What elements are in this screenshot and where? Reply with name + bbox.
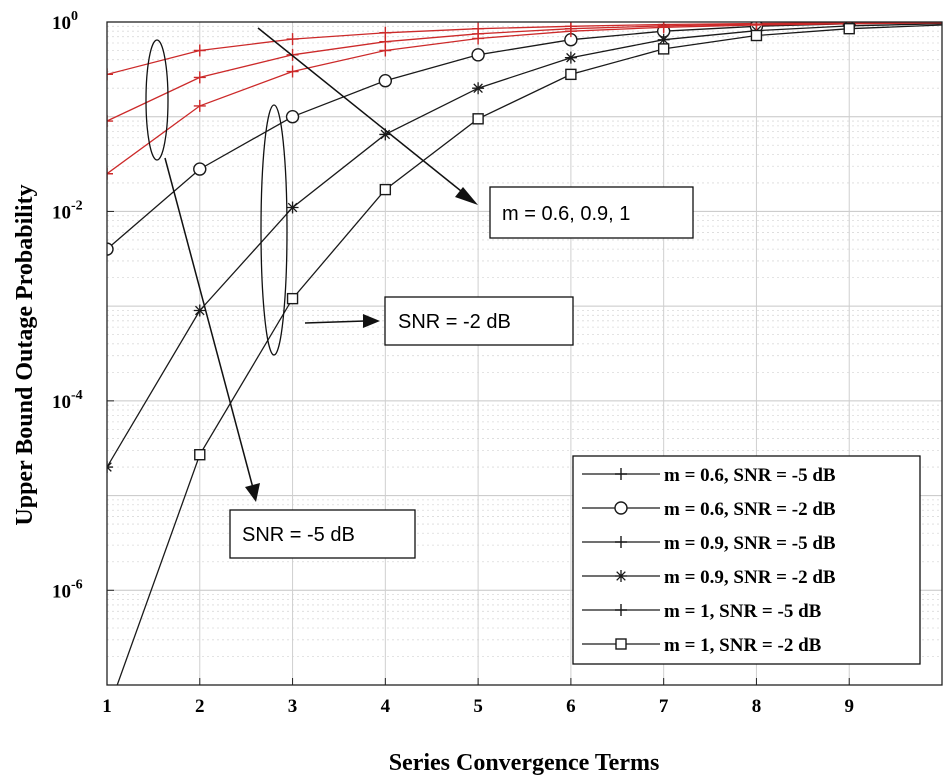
data-point: [107, 242, 114, 256]
x-tick-label: 3: [288, 696, 298, 717]
x-tick-label: 4: [381, 696, 391, 717]
legend-marker: [615, 468, 627, 480]
data-point: [750, 22, 763, 31]
data-point: [564, 51, 577, 64]
data-point: [379, 128, 392, 141]
legend-marker: [615, 638, 627, 650]
legend-label: m = 0.9, SNR = -5 dB: [664, 533, 836, 554]
data-point: [193, 162, 207, 176]
annotation-arrow-snr-2: [304, 314, 380, 328]
legend-marker: [615, 570, 627, 582]
series-line: [107, 22, 942, 175]
legend-marker: [614, 501, 628, 515]
data-point: [286, 292, 299, 305]
legend-marker: [615, 604, 627, 616]
annotation-box-snr-5: SNR = -5 dB: [229, 509, 416, 559]
data-point: [379, 44, 392, 57]
legend-entry-4: m = 0.9, SNR = -2 dB: [582, 567, 836, 588]
data-point: [194, 449, 206, 461]
data-point: [471, 48, 485, 62]
data-point: [657, 22, 670, 34]
data-point: [193, 71, 206, 84]
data-point: [472, 82, 485, 95]
data-point: [657, 43, 670, 55]
data-point: [193, 99, 206, 112]
plot-frame: [106, 21, 943, 686]
annotation-ellipse-snr-2: [260, 104, 288, 356]
data-point: [286, 65, 299, 78]
y-tick-label: 10-4: [52, 388, 83, 413]
series-5: [107, 22, 942, 180]
annotation-arrow-snr-5: [164, 157, 260, 502]
legend-marker: [615, 536, 627, 548]
annotation-label-m-values: m = 0.6, 0.9, 1: [502, 203, 630, 225]
data-point: [565, 68, 577, 81]
data-point: [472, 32, 485, 45]
data-point: [285, 110, 300, 124]
series-line: [116, 24, 942, 685]
data-point: [379, 183, 392, 196]
y-tick-label: 10-6: [52, 577, 83, 602]
data-point: [843, 22, 855, 35]
legend-label: m = 1, SNR = -2 dB: [664, 635, 822, 656]
x-tick-label: 8: [752, 696, 762, 717]
legend-entry-5: m = 1, SNR = -5 dB: [582, 601, 822, 622]
x-tick-label: 7: [659, 696, 669, 717]
data-point: [107, 115, 113, 128]
annotation-ellipse-snr-5: [145, 39, 169, 161]
annotation-box-snr-2: SNR = -2 dB: [384, 296, 574, 346]
x-axis-title: Series Convergence Terms: [389, 750, 660, 776]
annotation-arrow-m-values: [257, 27, 478, 205]
data-point: [657, 33, 670, 46]
x-tick-label: 2: [195, 696, 205, 717]
legend-entry-6: m = 1, SNR = -2 dB: [582, 635, 822, 656]
series-layer: [107, 22, 942, 685]
data-point: [193, 44, 206, 57]
legend-entry-2: m = 0.6, SNR = -2 dB: [582, 499, 836, 520]
data-point: [286, 33, 299, 46]
data-point: [750, 29, 763, 42]
legend-label: m = 0.6, SNR = -5 dB: [664, 465, 836, 486]
legend-box: [572, 455, 921, 665]
data-point: [286, 201, 299, 214]
data-point: [107, 68, 113, 81]
legend: m = 0.6, SNR = -5 dB m = 0.6, SNR = -2 dB…: [572, 455, 921, 665]
y-tick-label: 100: [52, 9, 78, 34]
data-point: [378, 74, 393, 88]
annotation-label-snr-2: SNR = -2 dB: [398, 311, 511, 333]
tick-labels: 1 2 3 4 5 6 7 8 9 100 10-2 10-4 10-6: [52, 9, 854, 717]
x-tick-label: 9: [844, 696, 854, 717]
y-tick-label: 10-2: [52, 198, 83, 223]
data-point: [107, 167, 113, 180]
legend-entry-3: m = 0.9, SNR = -5 dB: [582, 533, 836, 554]
legend-label: m = 1, SNR = -5 dB: [664, 601, 822, 622]
x-tick-label: 1: [102, 696, 112, 717]
data-point: [472, 113, 484, 125]
legend-label: m = 0.9, SNR = -2 dB: [664, 567, 836, 588]
data-point: [193, 304, 206, 317]
legend-entry-1: m = 0.6, SNR = -5 dB: [582, 465, 836, 486]
annotation-label-snr-5: SNR = -5 dB: [242, 524, 355, 546]
x-tick-label: 6: [566, 696, 576, 717]
series-line: [107, 23, 942, 468]
annotation-box-m-values: m = 0.6, 0.9, 1: [489, 186, 694, 239]
x-tick-label: 5: [473, 696, 483, 717]
data-point: [564, 25, 577, 38]
y-axis-title: Upper Bound Outage Probability: [12, 184, 38, 525]
series-6: [116, 22, 942, 685]
legend-label: m = 0.6, SNR = -2 dB: [664, 499, 836, 520]
